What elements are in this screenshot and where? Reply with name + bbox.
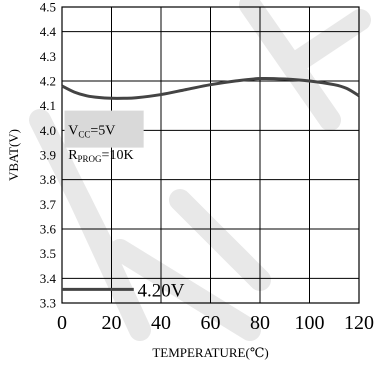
plot-border bbox=[61, 6, 360, 304]
annotation-background bbox=[64, 110, 144, 148]
x-tick-label: 120 bbox=[344, 312, 374, 334]
x-tick-label: 20 bbox=[102, 312, 122, 334]
x-tick-label: 100 bbox=[295, 312, 325, 334]
annotation-rprog: RPROG=10K bbox=[68, 148, 133, 164]
series-line bbox=[61, 76, 360, 100]
x-tick-labels: 0 20 40 60 80 100 120 bbox=[57, 312, 374, 334]
watermark-stroke bbox=[169, 189, 271, 291]
condition-annotation: VCC=5V RPROG=10K bbox=[64, 110, 144, 164]
x-tick-label: 0 bbox=[57, 312, 67, 334]
legend-label: 4.20V bbox=[137, 280, 184, 301]
x-axis-label: TEMPERATURE(℃) bbox=[152, 345, 268, 360]
y-tick-label: 4.4 bbox=[40, 24, 57, 39]
rprog-prefix: R bbox=[68, 148, 78, 163]
y-tick-label: 3.3 bbox=[40, 296, 56, 311]
y-tick-label: 3.9 bbox=[40, 148, 56, 163]
y-tick-labels: 3.3 3.4 3.5 3.6 3.7 3.8 3.9 4.0 4.1 4.2 4.3 4.4 4.5 bbox=[40, 0, 57, 311]
y-tick-label: 3.7 bbox=[40, 197, 57, 212]
vcc-prefix: V bbox=[68, 123, 78, 138]
series-group bbox=[61, 76, 360, 100]
x-tick-label: 80 bbox=[250, 312, 270, 334]
rprog-sub: PROG bbox=[78, 154, 103, 164]
x-tick-label: 60 bbox=[201, 312, 221, 334]
y-tick-label: 4.2 bbox=[40, 74, 56, 89]
y-tick-label: 3.6 bbox=[40, 222, 57, 237]
y-tick-label: 3.4 bbox=[40, 271, 57, 286]
vcc-sub: CC bbox=[78, 129, 90, 139]
x-tick-label: 40 bbox=[151, 312, 171, 334]
legend: 4.20V bbox=[62, 280, 185, 301]
y-tick-label: 4.1 bbox=[40, 98, 56, 113]
watermark-stroke bbox=[109, 239, 261, 341]
y-tick-label: 4.5 bbox=[40, 0, 56, 15]
y-tick-label: 4.3 bbox=[40, 49, 56, 64]
y-tick-label: 3.8 bbox=[40, 172, 56, 187]
y-axis-label: VBAT(V) bbox=[6, 129, 21, 181]
watermark-stroke bbox=[29, 109, 121, 271]
annotation-vcc: VCC=5V bbox=[68, 123, 115, 139]
y-tick-label: 3.5 bbox=[40, 246, 56, 261]
watermark bbox=[29, 0, 371, 341]
rprog-value: =10K bbox=[102, 148, 134, 163]
y-tick-label: 4.0 bbox=[40, 123, 56, 138]
vcc-value: =5V bbox=[90, 123, 115, 138]
